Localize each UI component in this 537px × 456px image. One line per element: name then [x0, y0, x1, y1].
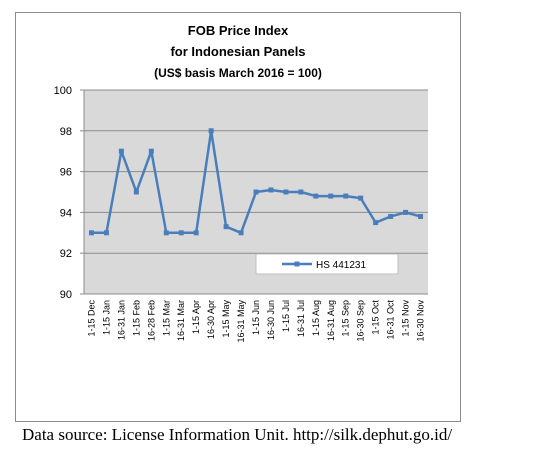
data-point — [88, 230, 94, 236]
legend-box — [255, 253, 399, 275]
chart-title-line: FOB Price Index — [188, 23, 289, 38]
data-source-note: Data source: License Information Unit. h… — [22, 425, 453, 444]
legend-label: HS 441231 — [316, 260, 366, 271]
data-point — [388, 213, 394, 219]
gridlines — [80, 89, 428, 295]
data-point — [298, 189, 304, 195]
x-tick-label: 16-31 Jan — [116, 300, 126, 340]
x-tick-label: 16-30 Jun — [266, 300, 276, 340]
data-point — [403, 209, 409, 215]
data-point — [148, 148, 154, 154]
x-tick-label: 16-30 Apr — [206, 300, 216, 339]
x-tick-label: 16-31 May — [236, 300, 246, 343]
series-hs-441231 — [88, 128, 424, 236]
y-tick-label: 90 — [60, 289, 72, 301]
chart-title-line: for Indonesian Panels — [170, 44, 305, 59]
x-tick-label: 1-15 May — [221, 300, 231, 338]
data-point — [223, 224, 229, 230]
x-tick-label: 1-15 Jan — [101, 300, 111, 335]
x-tick-label: 16-30 Nov — [416, 300, 426, 342]
y-axis-ticks: 90 92 94 96 98 100 — [54, 85, 72, 301]
data-point — [238, 230, 244, 236]
x-tick-label: 1-15 Jun — [251, 300, 261, 335]
data-point — [178, 230, 184, 236]
x-tick-label: 16-31 Jul — [296, 300, 306, 337]
x-tick-label: 16-31 Oct — [386, 300, 396, 340]
x-tick-label: 1-15 Jul — [281, 300, 291, 332]
data-point — [418, 213, 424, 219]
y-tick-label: 98 — [60, 126, 72, 138]
x-tick-label: 16-31 Mar — [176, 300, 186, 341]
x-tick-label: 16-30 Sep — [356, 300, 366, 342]
data-point — [313, 193, 319, 199]
x-tick-label: 16-28 Feb — [146, 300, 156, 341]
data-point — [328, 193, 334, 199]
x-tick-label: 1-15 Nov — [401, 300, 411, 337]
legend: HS 441231 — [255, 253, 399, 275]
data-point — [358, 195, 364, 201]
data-point — [373, 220, 379, 226]
legend-marker-swatch — [294, 261, 300, 267]
x-tick-label: 1-15 Feb — [131, 300, 141, 336]
chart-title: FOB Price Index for Indonesian Panels (US$… — [154, 23, 322, 80]
x-tick-label: 1-15 Sep — [341, 300, 351, 337]
chart-title-line: (US$ basis March 2016 = 100) — [154, 66, 322, 80]
data-point — [343, 193, 349, 199]
x-axis-ticks: 1-15 Dec 1-15 Jan 16-31 Jan 1-15 Feb 16-28 F… — [86, 300, 425, 343]
data-point — [118, 148, 124, 154]
y-tick-label: 100 — [54, 85, 72, 97]
data-point — [193, 230, 199, 236]
data-point — [208, 128, 214, 134]
data-point — [163, 230, 169, 236]
x-tick-label: 1-15 Mar — [161, 300, 171, 336]
data-point — [283, 189, 289, 195]
data-point — [103, 230, 109, 236]
y-tick-label: 92 — [60, 248, 72, 260]
data-point — [268, 187, 274, 193]
x-tick-label: 1-15 Apr — [191, 300, 201, 334]
data-point — [253, 189, 259, 195]
y-tick-label: 96 — [60, 167, 72, 179]
x-tick-label: 1-15 Oct — [371, 300, 381, 335]
x-tick-label: 16-31 Aug — [326, 300, 336, 341]
x-tick-label: 1-15 Aug — [311, 300, 321, 336]
x-tick-label: 1-15 Dec — [86, 300, 96, 337]
y-tick-label: 94 — [60, 207, 72, 219]
data-point — [133, 189, 139, 195]
